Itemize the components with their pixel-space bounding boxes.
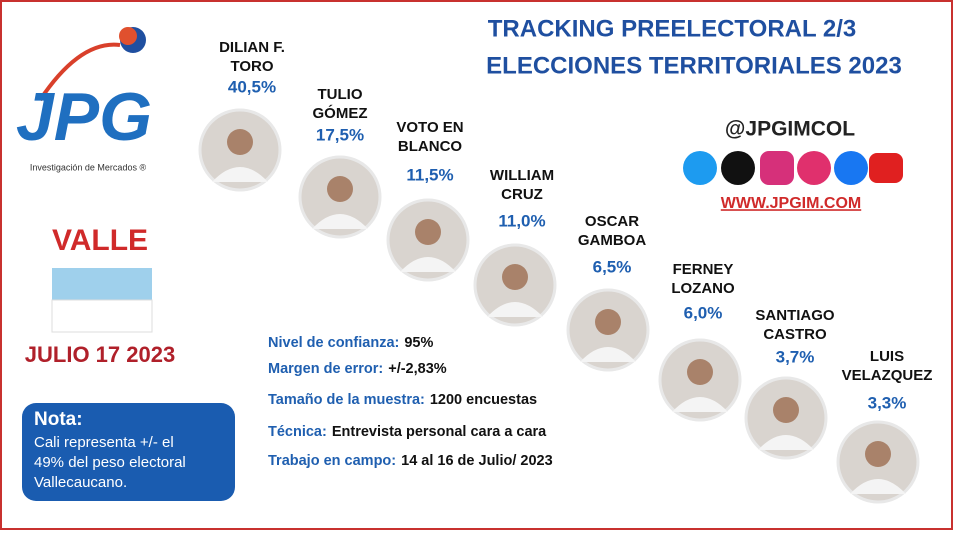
candidate-name: VELAZQUEZ [842,367,933,384]
candidate-percent: 6,0% [684,303,723,322]
photo-body [212,167,268,182]
photo-head [415,219,441,245]
photo-head [327,176,353,202]
logo-subtitle: Investigación de Mercados ® [30,162,147,172]
note-box [22,403,235,501]
candidate-name: CRUZ [501,186,543,203]
photo-head [687,359,713,385]
candidate-percent: 3,3% [868,393,907,412]
logo-swoosh [38,42,121,102]
photo-head [502,264,528,290]
logo-text: JPG [16,79,152,155]
note-text: Cali representa +/- el [34,434,174,451]
threads-icon[interactable] [797,151,831,185]
candidate-name: WILLIAM [490,167,554,184]
website-link[interactable]: WWW.JPGIM.COM [721,195,861,212]
photo-body [672,397,728,412]
candidate-name: TULIO [318,86,363,103]
flag-bottom [51,299,153,333]
candidate-name: LUIS [870,348,904,365]
tiktok-icon[interactable] [721,151,755,185]
detail-value: 1200 encuestas [430,392,537,408]
flag-top [52,268,152,300]
candidate-name: BLANCO [398,138,462,155]
title: ELECCIONES TERRITORIALES 2023 [486,52,902,79]
social-handle: @JPGIMCOL [725,118,855,141]
candidate-name: LOZANO [671,280,735,297]
candidate-percent: 17,5% [316,125,364,144]
date: JULIO 17 2023 [25,342,175,367]
logo-ball [119,27,137,45]
candidate-percent: 40,5% [228,77,276,96]
photo-head [865,441,891,467]
detail-label: Margen de error: [268,361,383,377]
photo-body [400,257,456,272]
candidate-percent: 6,5% [593,257,632,276]
detail-label: Técnica: [268,424,327,440]
photo-head [773,397,799,423]
note-text: 49% del peso electoral [34,454,186,471]
detail-line: Técnica: Entrevista personal cara a cara [268,424,547,440]
twitter-icon[interactable] [683,151,717,185]
candidate-percent: 11,5% [406,165,453,184]
detail-value: Entrevista personal cara a cara [332,424,547,440]
detail-line: Margen de error: +/-2,83% [268,361,447,377]
detail-value: 14 al 16 de Julio/ 2023 [401,453,553,469]
candidate-name: OSCAR [585,213,639,230]
candidate-name: CASTRO [763,326,827,343]
detail-line: Trabajo en campo: 14 al 16 de Julio/ 2023 [268,453,553,469]
photo-body [850,479,906,494]
title: TRACKING PREELECTORAL 2/3 [488,15,857,42]
photo-body [487,302,543,317]
note-title: Nota: [34,409,83,430]
candidate-percent: 11,0% [498,211,545,230]
candidate-name: VOTO EN [396,119,463,136]
detail-line: Nivel de confianza: 95% [268,335,433,351]
detail-label: Trabajo en campo: [268,453,396,469]
candidate-name: GÓMEZ [313,104,368,122]
photo-head [227,129,253,155]
photo-head [595,309,621,335]
detail-value: 95% [404,335,433,351]
youtube-icon[interactable] [869,153,903,183]
detail-line: Tamaño de la muestra: 1200 encuestas [268,392,537,408]
detail-label: Tamaño de la muestra: [268,392,425,408]
region: VALLE [52,224,148,257]
candidate-name: DILIAN F. [219,39,285,56]
detail-value: +/-2,83% [388,361,447,377]
photo-body [580,347,636,362]
instagram-icon[interactable] [760,151,794,185]
candidate-name: GAMBOA [578,232,646,249]
candidate-percent: 3,7% [776,347,815,366]
detail-label: Nivel de confianza: [268,335,399,351]
note-text: Vallecaucano. [34,474,127,491]
candidate-name: TORO [230,58,273,75]
photo-body [758,435,814,450]
photo-body [312,214,368,229]
facebook-icon[interactable] [834,151,868,185]
candidate-name: FERNEY [673,261,734,278]
candidate-name: SANTIAGO [755,307,835,324]
